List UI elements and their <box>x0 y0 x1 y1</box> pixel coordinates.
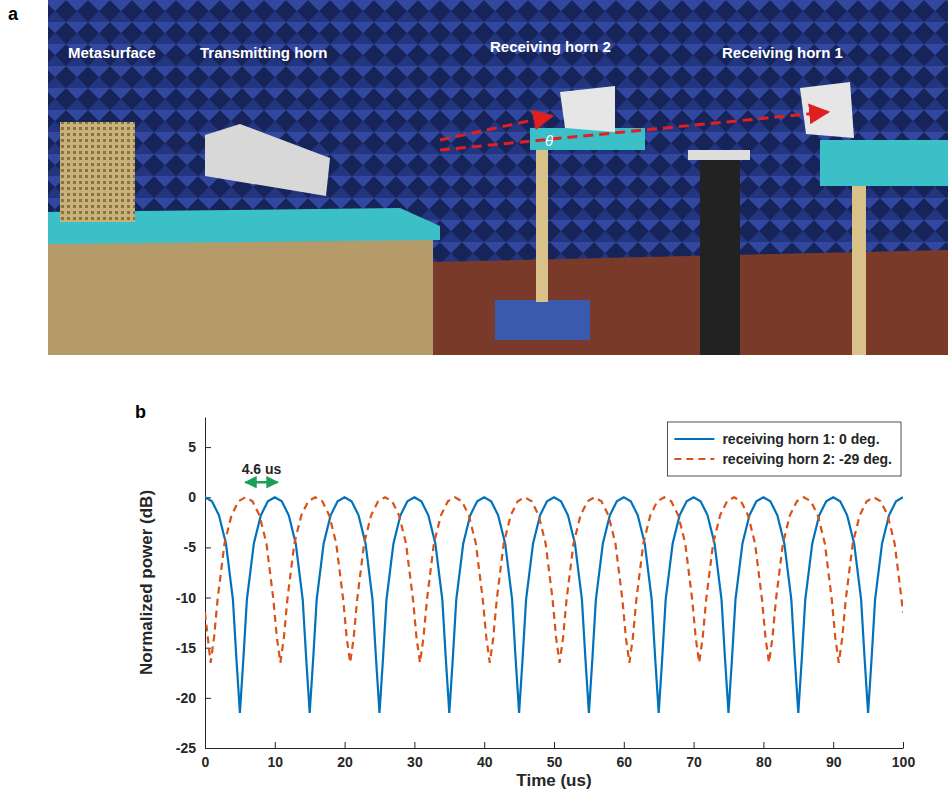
tick-mark <box>205 698 211 699</box>
tick-label: 80 <box>756 754 772 770</box>
legend-label: receiving horn 1: 0 deg. <box>722 431 879 447</box>
photo-label: Receiving horn 1 <box>722 44 843 61</box>
tick: 90 <box>826 742 842 770</box>
tick-label: 20 <box>337 754 353 770</box>
mat <box>495 300 590 340</box>
tick-mark <box>205 447 211 448</box>
beam-line <box>440 116 552 140</box>
tick: -25 <box>176 740 211 756</box>
figure: Metasurface Transmitting horn Receiving ho… <box>0 0 952 796</box>
tick-label: 10 <box>268 754 284 770</box>
chamber-wall <box>48 0 948 355</box>
tick: 5 <box>188 439 211 455</box>
tick-mark <box>205 547 211 548</box>
tick-label: -10 <box>176 590 196 606</box>
tick-mark <box>624 742 625 748</box>
tick: -5 <box>184 539 211 555</box>
beam-line <box>440 112 828 150</box>
photo-label: Receiving horn 2 <box>490 38 611 55</box>
tick: 70 <box>686 742 702 770</box>
axis-line <box>206 748 904 749</box>
floor <box>430 250 948 355</box>
tick-label: 60 <box>617 754 633 770</box>
y-axis-title: Normalized power (dB) <box>137 490 156 675</box>
legend: receiving horn 1: 0 deg. receiving horn 2… <box>667 422 901 476</box>
panel-label: a <box>8 4 19 24</box>
tick-mark <box>414 742 415 748</box>
tick-label: 30 <box>407 754 423 770</box>
tick-label: -5 <box>184 539 197 555</box>
tick-label: -20 <box>176 690 196 706</box>
tick: -20 <box>176 690 211 706</box>
panel-label: b <box>135 402 146 422</box>
tick: 20 <box>337 742 353 770</box>
tick: 0 <box>188 489 211 505</box>
tick-mark <box>345 742 346 748</box>
tick-mark <box>205 598 211 599</box>
analyzer <box>688 150 750 160</box>
legend-box <box>667 422 901 476</box>
tick: 100 <box>892 742 916 770</box>
plot-area <box>205 497 903 713</box>
tick-label: 40 <box>477 754 493 770</box>
angle-label: θ <box>545 132 553 149</box>
photo-label: Metasurface <box>68 44 156 61</box>
transmitting-horn <box>205 124 330 196</box>
tick-mark <box>484 742 485 748</box>
tick-mark <box>554 742 555 748</box>
foam-2 <box>530 128 645 150</box>
tick: 80 <box>756 742 772 770</box>
tick-mark <box>763 742 764 748</box>
tick-mark <box>903 742 904 748</box>
tick-label: 0 <box>188 489 196 505</box>
annotation-text: 4.6 us <box>242 461 282 477</box>
tick: 50 <box>547 742 563 770</box>
tick-label: 50 <box>547 754 563 770</box>
tick-label: 100 <box>892 754 916 770</box>
tick-mark <box>275 742 276 748</box>
tick-label: -25 <box>176 740 196 756</box>
stand-2 <box>536 150 548 302</box>
tick-label: 70 <box>686 754 702 770</box>
tick-mark <box>694 742 695 748</box>
stand-1 <box>852 186 866 355</box>
tick: 10 <box>268 742 284 770</box>
axis-line <box>205 418 206 749</box>
foam-1 <box>820 140 948 186</box>
tick-label: 90 <box>826 754 842 770</box>
legend-swatch <box>674 458 714 460</box>
receiving-horn-2 <box>560 86 615 132</box>
data-line <box>205 497 903 663</box>
tick: 40 <box>477 742 493 770</box>
receiving-horn-1 <box>800 82 854 138</box>
tick-label: 0 <box>202 754 210 770</box>
x-axis-title: Time (us) <box>516 771 591 790</box>
y-axis: -25 -20 -15 -10 -5 0 5 <box>176 418 211 756</box>
photo-label: Transmitting horn <box>200 44 328 61</box>
tick-label: 5 <box>188 439 196 455</box>
tick: 30 <box>407 742 423 770</box>
legend-label: receiving horn 2: -29 deg. <box>722 451 892 467</box>
table <box>48 232 433 355</box>
tick-mark <box>833 742 834 748</box>
annotation-arrow <box>245 481 277 484</box>
photo-panel: Metasurface Transmitting horn Receiving ho… <box>48 0 948 355</box>
tick-mark <box>205 748 211 749</box>
legend-swatch <box>674 438 714 440</box>
tick: -15 <box>176 640 211 656</box>
tick: 60 <box>617 742 633 770</box>
data-line <box>205 497 903 713</box>
pillar <box>700 160 740 355</box>
tick: -10 <box>176 590 211 606</box>
x-axis: 0 10 20 30 40 50 60 70 80 90 100 <box>202 742 916 770</box>
metasurface <box>60 122 135 222</box>
tick-label: -15 <box>176 640 196 656</box>
